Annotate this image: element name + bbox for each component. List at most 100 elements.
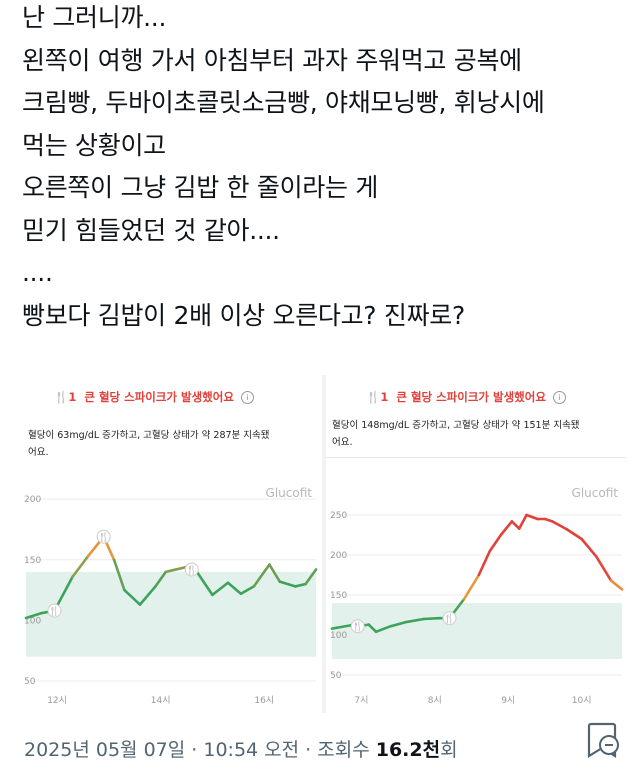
glucose-card-left[interactable]: 🍴1 큰 혈당 스파이크가 발생했어요 i 혈당이 63mg/dL 증가하고, … — [20, 375, 322, 713]
glucose-line-segment — [389, 620, 407, 628]
spike-description: 혈당이 148mg/dL 증가하고, 고혈당 상태가 약 151분 지속됐 어요… — [332, 417, 580, 451]
x-tick-label: 9시 — [501, 695, 515, 706]
glucose-line-segment — [477, 549, 492, 577]
x-tick-label: 12시 — [47, 695, 67, 706]
spike-title-text: 큰 혈당 스파이크가 발생했어요 — [396, 390, 546, 404]
tweet-text: 난 그러니까... 왼쪽이 여행 가서 아침부터 과자 주워먹고 공복에 크림빵… — [22, 0, 632, 334]
tweet-line: 난 그러니까... — [22, 3, 167, 32]
glucose-line-segment — [550, 520, 569, 531]
glucose-line-segment — [304, 568, 318, 586]
glucose-line-segment — [164, 568, 178, 574]
tweet-line: 왼쪽이 여행 가서 아침부터 과자 주워먹고 공복에 — [22, 45, 522, 75]
glucose-line-segment — [154, 570, 168, 588]
meal-count-badge: 1 — [68, 390, 77, 404]
y-tick-label: 100 — [330, 631, 347, 641]
x-tick-label: 14시 — [151, 695, 171, 706]
glucose-line-segment — [422, 616, 440, 621]
glucose-line-segment — [595, 555, 613, 582]
spike-description-line: 혈당이 148mg/dL 증가하고, 고혈당 상태가 약 151분 지속됐 — [332, 420, 580, 431]
y-tick-label: 150 — [330, 591, 347, 601]
y-tick-label: 200 — [330, 551, 347, 561]
glucose-line-segment — [123, 588, 142, 606]
tweet-line: 믿기 힘들었던 것 같아.... — [22, 215, 280, 245]
info-icon[interactable]: i — [552, 391, 566, 404]
glucose-line-segment — [112, 558, 126, 592]
glucose-line-segment — [174, 565, 188, 571]
glucose-line-segment — [404, 617, 426, 624]
tweet-date[interactable]: 2025년 05월 07일 — [24, 739, 186, 761]
views-prefix: 조회수 — [317, 739, 376, 761]
glucose-line-segment — [330, 624, 352, 630]
glucose-line-segment — [24, 611, 43, 620]
glucose-line-segment — [278, 580, 297, 588]
views-suffix: 회 — [440, 739, 458, 761]
fork-knife-icon: 🍴 — [186, 564, 197, 576]
glucose-line-segment — [195, 570, 214, 597]
glucose-line-segment — [517, 513, 528, 530]
glucose-card-right[interactable]: 🍴1 큰 혈당 스파이크가 발생했어요 i 혈당이 148mg/dL 증가하고,… — [326, 375, 626, 713]
fork-knife-icon: 🍴 — [54, 390, 69, 404]
fork-knife-icon: 🍴 — [352, 621, 363, 633]
fork-knife-icon: 🍴 — [444, 613, 455, 625]
glucose-line-segment — [268, 563, 282, 583]
fork-knife-icon: 🍴 — [366, 390, 381, 404]
spike-description-line: 혈당이 63mg/dL 증가하고, 고혈당 상태가 약 287분 지속됐 — [28, 430, 270, 441]
bookmark-icon[interactable] — [584, 721, 620, 759]
glucose-line-segment — [293, 582, 307, 588]
y-tick-label: 50 — [330, 671, 342, 681]
fork-knife-icon: 🍴 — [98, 531, 109, 543]
spike-title: 🍴1 큰 혈당 스파이크가 발생했어요 i — [366, 389, 566, 405]
glucose-chart-left: 50 100 150 200 12시 14시 16시 Glucofit 🍴 🍴 🍴 — [24, 486, 318, 706]
glucose-line-segment — [367, 623, 378, 634]
fork-knife-icon: 🍴 — [49, 605, 60, 617]
glucofit-watermark: Glucofit — [266, 486, 313, 500]
glucose-line-segment — [211, 581, 230, 597]
glucose-line-segment — [252, 563, 271, 588]
spike-description: 혈당이 63mg/dL 증가하고, 고혈당 상태가 약 287분 지속됐 어요. — [28, 427, 270, 461]
target-range-band — [26, 571, 316, 657]
glucose-line-segment — [499, 520, 514, 537]
meal-marker — [350, 619, 365, 634]
glucose-line-segment — [462, 573, 481, 601]
meal-marker — [47, 603, 62, 618]
meal-count-badge: 1 — [380, 390, 389, 404]
glucose-line-segment — [71, 554, 90, 579]
glucose-line-segment — [510, 520, 521, 530]
tweet-media[interactable]: 🍴1 큰 혈당 스파이크가 발생했어요 i 혈당이 63mg/dL 증가하고, … — [20, 375, 626, 713]
y-tick-label: 150 — [24, 556, 41, 566]
spike-title-text: 큰 혈당 스파이크가 발생했어요 — [84, 390, 234, 404]
info-icon[interactable]: i — [240, 391, 254, 404]
tweet-line: .... — [22, 258, 53, 287]
glucose-line-segment — [239, 585, 256, 595]
x-tick-label: 7시 — [354, 695, 368, 706]
glucose-line-segment — [374, 624, 393, 634]
tweet-line: 먹는 상황이고 — [22, 130, 166, 160]
glucofit-watermark: Glucofit — [572, 486, 619, 500]
tweet-time[interactable]: 10:54 오전 — [203, 739, 300, 761]
meta-separator: · — [299, 739, 318, 761]
meta-separator: · — [185, 739, 204, 761]
card-divider — [326, 457, 626, 458]
y-tick-label: 250 — [330, 511, 347, 521]
glucose-line-segment — [488, 533, 503, 553]
y-tick-label: 100 — [24, 616, 41, 626]
tweet-line: 크림빵, 두바이초콜릿소금빵, 야채모닝빵, 휘낭시에 — [22, 88, 545, 117]
glucose-line-segment — [609, 579, 624, 591]
spike-title: 🍴1 큰 혈당 스파이크가 발생했어요 i — [54, 389, 254, 405]
glucose-line-segment — [226, 581, 243, 595]
glucose-line-segment — [580, 537, 598, 558]
x-tick-label: 10시 — [572, 695, 592, 706]
meal-marker — [96, 529, 111, 544]
tweet-line: 오른쪽이 그냥 김밥 한 줄이라는 게 — [22, 173, 379, 202]
glucose-line-segment — [525, 513, 539, 521]
glucose-chart-right: 50 100 150 200 250 7시 8시 9시 10시 Glucofit 🍴 🍴 — [330, 486, 624, 706]
x-tick-label: 16시 — [254, 695, 274, 706]
y-tick-label: 50 — [24, 677, 36, 687]
spike-description-line: 어요. — [28, 447, 49, 458]
glucose-line-segment — [138, 585, 157, 606]
x-tick-label: 8시 — [428, 695, 442, 706]
meal-marker — [442, 611, 457, 626]
tweet-meta: 2025년 05월 07일 · 10:54 오전 · 조회수 16.2천회 — [24, 735, 458, 762]
y-tick-label: 200 — [24, 495, 41, 505]
glucose-line-segment — [565, 528, 583, 541]
